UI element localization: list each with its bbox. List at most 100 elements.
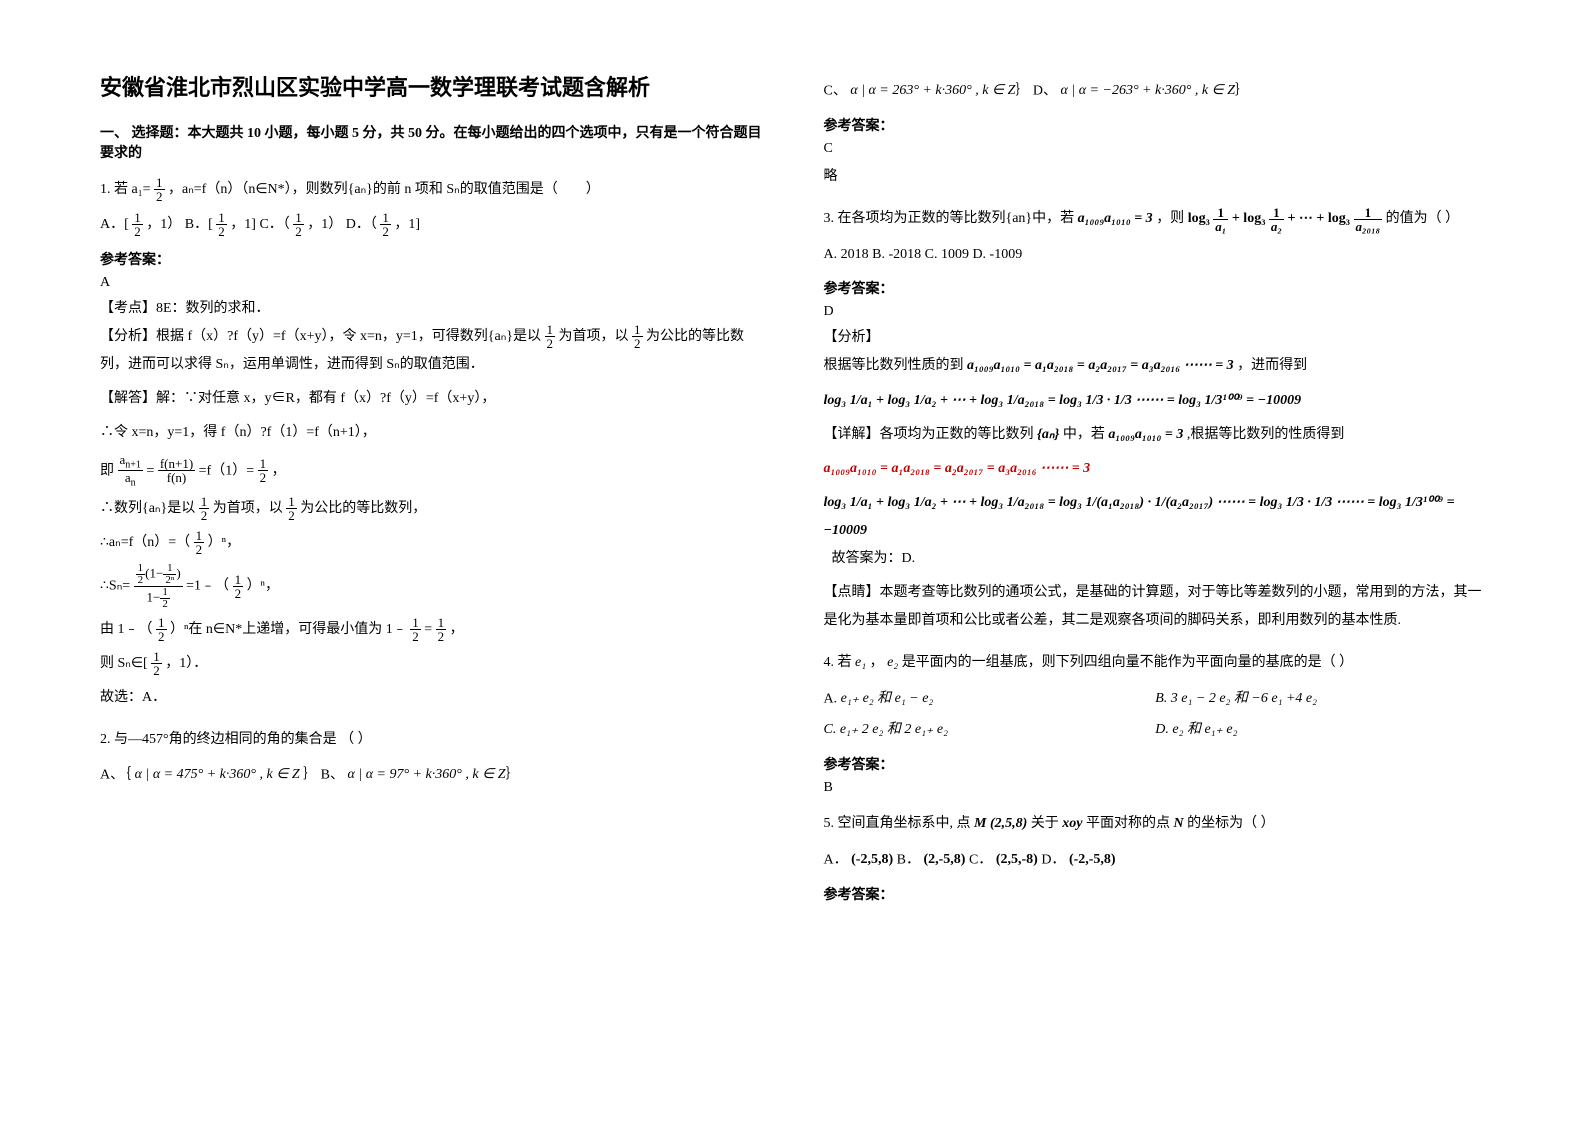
- q1-sol-1: 【解答】解：∵对任意 x，y∈R，都有 f（x）?f（y）=f（x+y），: [100, 385, 764, 413]
- answer-label: 参考答案：: [824, 278, 1488, 298]
- q5-b: 关于: [1031, 817, 1059, 832]
- q5-A-label: A．: [824, 852, 848, 867]
- q2-alpha4: α | α = −263° + k·360° , k ∈ Z: [1061, 76, 1236, 107]
- q1-opt-b: ，1） B．[: [146, 217, 213, 232]
- q1-sol-4: ∴数列{aₙ}是以 12 为首项，以 12 为公比的等比数列，: [100, 495, 764, 523]
- q4-e1: e₁: [855, 649, 866, 677]
- frac-half-icon: 12: [199, 495, 210, 522]
- q5-B-label: B．: [897, 852, 920, 867]
- q1-sol-8: 则 Sₙ∈[ 12 ，1）．: [100, 650, 764, 678]
- q3-eq4: log₃ 1/a₁ + log₃ 1/a₂ + ⋯ + log₃ 1/a₂₀₁₈…: [824, 489, 1488, 573]
- q1-sol6a: ∴Sₙ=: [100, 579, 130, 594]
- q1-fenxi: 【分析】根据 f（x）?f（y）=f（x+y），令 x=n，y=1，可得数列{a…: [100, 323, 764, 379]
- q4-e2: e₂: [887, 649, 898, 677]
- q3-options: A. 2018 B. -2018 C. 1009 D. -1009: [824, 240, 1488, 271]
- q1-sol5b: ）ⁿ，: [208, 535, 240, 550]
- question-3: 3. 在各项均为正数的等比数列{an}中，若 a₁₀₀₉a₁₀₁₀ = 3 ，则…: [824, 205, 1488, 233]
- q1-sol7d: ，: [450, 622, 464, 637]
- q5-M: M (2,5,8): [974, 810, 1027, 838]
- q1-sol8a: 则 Sₙ∈[: [100, 656, 148, 671]
- answer-label: 参考答案：: [100, 249, 764, 269]
- q2-a-label: A、｛: [100, 768, 131, 783]
- q1-fenxi-a: 【分析】根据 f（x）?f（y）=f（x+y），令 x=n，y=1，可得数列{a…: [100, 329, 541, 344]
- q1-opt-c: ，1] C．（: [230, 217, 290, 232]
- frac-half-icon: 12: [156, 616, 167, 643]
- q1-sol-2: ∴令 x=n，y=1，得 f（n）?f（1）=f（n+1），: [100, 419, 764, 447]
- q1-sol3a: 即: [100, 463, 114, 478]
- q3-eq2: log₃ 1/a₁ + log₃ 1/a₂ + ⋯ + log₃ 1/a₂₀₁₈…: [824, 387, 1488, 415]
- q3-sol2b: 中，若: [1063, 427, 1105, 442]
- frac-half-icon: 12: [632, 323, 643, 350]
- q5-B-val: (2,-5,8): [923, 845, 965, 876]
- question-4: 4. 若 e₁ ， e₂ 是平面内的一组基底，则下列四组向量不能作为平面向量的基…: [824, 649, 1488, 677]
- q3-c: 的值为（ ）: [1386, 212, 1460, 227]
- q3-tail: 故答案为：D.: [832, 551, 916, 566]
- q3-eq3-text: a₁₀₀₉a₁₀₁₀ = a₁a₂₀₁₈ = a₂a₂₀₁₇ = a₃a₂₀₁₆…: [824, 455, 1091, 483]
- q1-text-a: 1. 若 a₁=: [100, 182, 151, 197]
- q3-eq3: a₁₀₀₉a₁₀₁₀ = a₁a₂₀₁₈ = a₂a₂₀₁₇ = a₃a₂₀₁₆…: [824, 455, 1488, 483]
- q5-C-label: C．: [969, 852, 992, 867]
- answer-label: 参考答案：: [824, 884, 1488, 904]
- q5-D-label: D．: [1041, 852, 1065, 867]
- q3-sol1a: 根据等比数列性质的到: [824, 359, 964, 374]
- q3-eq1: a₁₀₀₉a₁₀₁₀ = a₁a₂₀₁₈ = a₂a₂₀₁₇ = a₃a₂₀₁₆…: [967, 352, 1234, 380]
- q1-opt-d-tail: ，1]: [394, 217, 420, 232]
- q5-A-val: (-2,5,8): [851, 845, 893, 876]
- q3-sol2a: 【详解】各项均为正数的等比数列: [824, 427, 1034, 442]
- ratio-frac2: f(n+1)f(n): [158, 457, 195, 484]
- q1-options: A．[ 12 ，1） B．[ 12 ，1] C．（ 12 ，1） D．（ 12 …: [100, 210, 764, 241]
- q1-sol4a: ∴数列{aₙ}是以: [100, 501, 195, 516]
- q3-eq2-text: log₃ 1/a₁ + log₃ 1/a₂ + ⋯ + log₃ 1/a₂₀₁₈…: [824, 387, 1302, 415]
- q1-sol4b: 为首项，以: [213, 501, 283, 516]
- q3-answer: D: [824, 304, 1488, 320]
- q1-fenxi-b: 为首项，以: [559, 329, 629, 344]
- q5-C-val: (2,5,-8): [996, 845, 1038, 876]
- q1-sol3b: =f（1）=: [199, 463, 254, 478]
- q2-options-row2: C、 α | α = 263° + k·360° , k ∈ Z｝ D、 α |…: [824, 76, 1488, 107]
- frac-half-icon: 12: [545, 323, 556, 350]
- q4-optB-val: B. 3 e₁ − 2 e₂ 和 −6 e₁ +4 e₂: [1155, 684, 1317, 715]
- q1-sol-3: 即 an+1an = f(n+1)f(n) =f（1）= 12 ，: [100, 453, 764, 489]
- q5-d: 的坐标为（ ）: [1187, 817, 1275, 832]
- q3-b: ，则: [1156, 212, 1184, 227]
- q4-a: 4. 若: [824, 656, 852, 671]
- right-column: C、 α | α = 263° + k·360° , k ∈ Z｝ D、 α |…: [824, 70, 1488, 910]
- q3-sol2c: ,根据等比数列的性质得到: [1187, 427, 1345, 442]
- q3-an-set: {aₙ}: [1037, 421, 1059, 449]
- q4-b: ，: [870, 656, 884, 671]
- frac-half-icon: 12: [380, 211, 391, 238]
- frac-half-icon: 12: [151, 650, 162, 677]
- question-2: 2. 与—457°角的终边相同的角的集合是 （ ）: [100, 726, 764, 754]
- q4-optA-label: A.: [824, 691, 838, 706]
- q2-alpha3: α | α = 263° + k·360° , k ∈ Z: [850, 76, 1015, 107]
- q2-options-row1: A、｛ α | α = 475° + k·360° , k ∈ Z ｝ B、 α…: [100, 760, 764, 791]
- frac-half-icon: 12: [233, 573, 244, 600]
- q2-note: 略: [824, 163, 1488, 191]
- q3-exp1b: a₁₀₀₉a₁₀₁₀ = 3: [1108, 421, 1183, 449]
- doc-title: 安徽省淮北市烈山区实验中学高一数学理联考试题含解析: [100, 70, 764, 102]
- q1-opt-d: ，1） D．（: [307, 217, 377, 232]
- q2-c-label: C、: [824, 84, 847, 99]
- q1-sol-5: ∴aₙ=f（n）=（ 12 ）ⁿ，: [100, 529, 764, 557]
- q3-a: 3. 在各项均为正数的等比数列{an}中，若: [824, 212, 1075, 227]
- q1-sol-7: 由 1﹣（ 12 ）ⁿ在 n∈N*上递增，可得最小值为 1﹣ 12 = 12 ，: [100, 616, 764, 644]
- q1-sol3c: ，: [272, 463, 286, 478]
- q4-answer: B: [824, 780, 1488, 796]
- q1-kaodian: 【考点】8E：数列的求和．: [100, 297, 764, 317]
- frac-half-icon: 12: [258, 457, 269, 484]
- frac-half-icon: 12: [286, 495, 297, 522]
- frac-half-icon: 12: [216, 211, 227, 238]
- q3-log-sum: log₃ 1a₁ + log₃ 1a₂ + ⋯ + log₃ 1a₂₀₁₈: [1188, 205, 1382, 233]
- q1-sol5a: ∴aₙ=f（n）=（: [100, 535, 190, 550]
- q1-text-b: ，aₙ=f（n）（n∈N*），则数列{aₙ}的前 n 项和 Sₙ的取值范围是（ …: [168, 182, 600, 197]
- section1-heading: 一、 选择题：本大题共 10 小题，每小题 5 分，共 50 分。在每小题给出的…: [100, 122, 764, 162]
- left-column: 安徽省淮北市烈山区实验中学高一数学理联考试题含解析 一、 选择题：本大题共 10…: [100, 70, 764, 910]
- q5-xoy: xoy: [1062, 810, 1082, 838]
- q1-sol6b: =1﹣（: [186, 579, 229, 594]
- sn-frac: 12(1−12ⁿ) 1−12: [134, 563, 183, 610]
- q3-exp1: a₁₀₀₉a₁₀₁₀ = 3: [1078, 205, 1153, 233]
- q1-sol-6: ∴Sₙ= 12(1−12ⁿ) 1−12 =1﹣（ 12 ）ⁿ，: [100, 563, 764, 610]
- q4-c: 是平面内的一组基底，则下列四组向量不能作为平面向量的基底的是（ ）: [902, 656, 1354, 671]
- q1-sol-9: 故选：A．: [100, 684, 764, 712]
- q1-sol7a: 由 1﹣（: [100, 622, 153, 637]
